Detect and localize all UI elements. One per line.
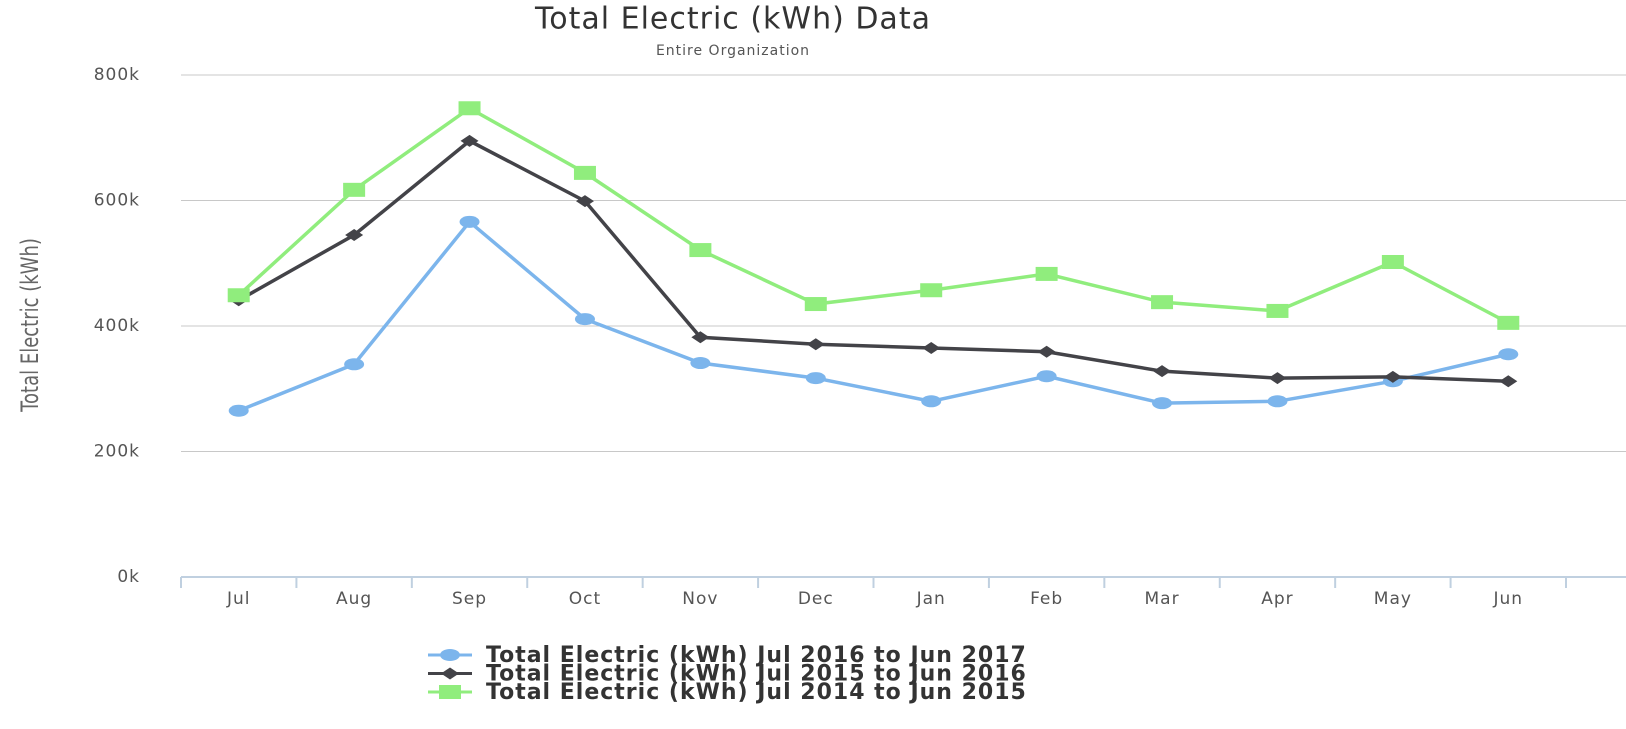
data-point bbox=[1268, 372, 1287, 385]
y-tick-label: 600k bbox=[94, 191, 140, 211]
x-tick-label: May bbox=[1374, 589, 1412, 609]
x-tick-label: Jun bbox=[1493, 589, 1524, 609]
x-tick-label: Jan bbox=[916, 589, 946, 609]
data-point bbox=[1152, 397, 1173, 410]
data-point bbox=[691, 331, 710, 344]
data-point bbox=[460, 134, 479, 147]
data-point bbox=[345, 229, 364, 242]
data-point bbox=[1151, 295, 1174, 310]
data-point bbox=[805, 372, 826, 385]
y-axis-title: Total Electric (kWh) bbox=[16, 238, 44, 413]
y-tick-label: 0k bbox=[117, 567, 140, 587]
data-point bbox=[689, 243, 712, 258]
x-tick-label: Jul bbox=[226, 589, 251, 609]
x-tick-label: Oct bbox=[569, 589, 601, 609]
x-tick-label: Sep bbox=[452, 589, 487, 609]
data-point bbox=[1266, 303, 1289, 318]
data-point bbox=[1498, 348, 1519, 361]
data-point bbox=[1037, 345, 1056, 358]
legend-label: Total Electric (kWh) Jul 2014 to Jun 201… bbox=[486, 680, 1027, 705]
data-point bbox=[806, 338, 825, 351]
series-line bbox=[237, 106, 1510, 325]
data-point bbox=[573, 165, 596, 180]
y-tick-label: 400k bbox=[94, 316, 140, 336]
x-tick-label: Aug bbox=[336, 589, 372, 609]
data-point bbox=[1153, 365, 1172, 378]
data-point bbox=[921, 395, 942, 408]
data-point bbox=[228, 404, 249, 417]
data-point bbox=[1381, 254, 1404, 269]
data-point bbox=[690, 357, 711, 370]
data-point bbox=[575, 195, 594, 208]
data-point bbox=[227, 288, 250, 303]
chart-title: Total Electric (kWh) Data bbox=[534, 2, 931, 37]
legend-marker bbox=[439, 685, 461, 699]
legend-label: Total Electric (kWh) Jul 2015 to Jun 201… bbox=[486, 662, 1027, 687]
data-point bbox=[458, 101, 481, 116]
legend-label: Total Electric (kWh) Jul 2016 to Jun 201… bbox=[486, 643, 1027, 668]
chart-subtitle: Entire Organization bbox=[656, 43, 810, 59]
x-tick-label: Nov bbox=[682, 589, 718, 609]
data-point bbox=[1383, 370, 1402, 383]
data-point bbox=[1036, 370, 1057, 383]
data-point bbox=[574, 313, 595, 326]
x-tick-label: Mar bbox=[1145, 589, 1180, 609]
x-tick-label: Apr bbox=[1261, 589, 1293, 609]
data-point bbox=[1497, 315, 1520, 330]
legend-marker bbox=[441, 667, 459, 680]
data-point bbox=[1499, 375, 1518, 388]
data-point bbox=[459, 215, 480, 228]
series-line bbox=[238, 219, 1509, 413]
data-point bbox=[1035, 266, 1058, 281]
data-point bbox=[343, 182, 366, 197]
series-line bbox=[237, 138, 1509, 383]
x-tick-label: Dec bbox=[798, 589, 834, 609]
data-point bbox=[920, 283, 943, 298]
data-point bbox=[804, 297, 827, 312]
legend-marker bbox=[440, 649, 460, 661]
y-tick-label: 800k bbox=[94, 65, 140, 85]
data-point bbox=[1267, 395, 1288, 408]
data-point bbox=[922, 341, 941, 354]
x-tick-label: Feb bbox=[1030, 589, 1063, 609]
data-point bbox=[344, 358, 365, 371]
y-tick-label: 200k bbox=[94, 442, 140, 462]
